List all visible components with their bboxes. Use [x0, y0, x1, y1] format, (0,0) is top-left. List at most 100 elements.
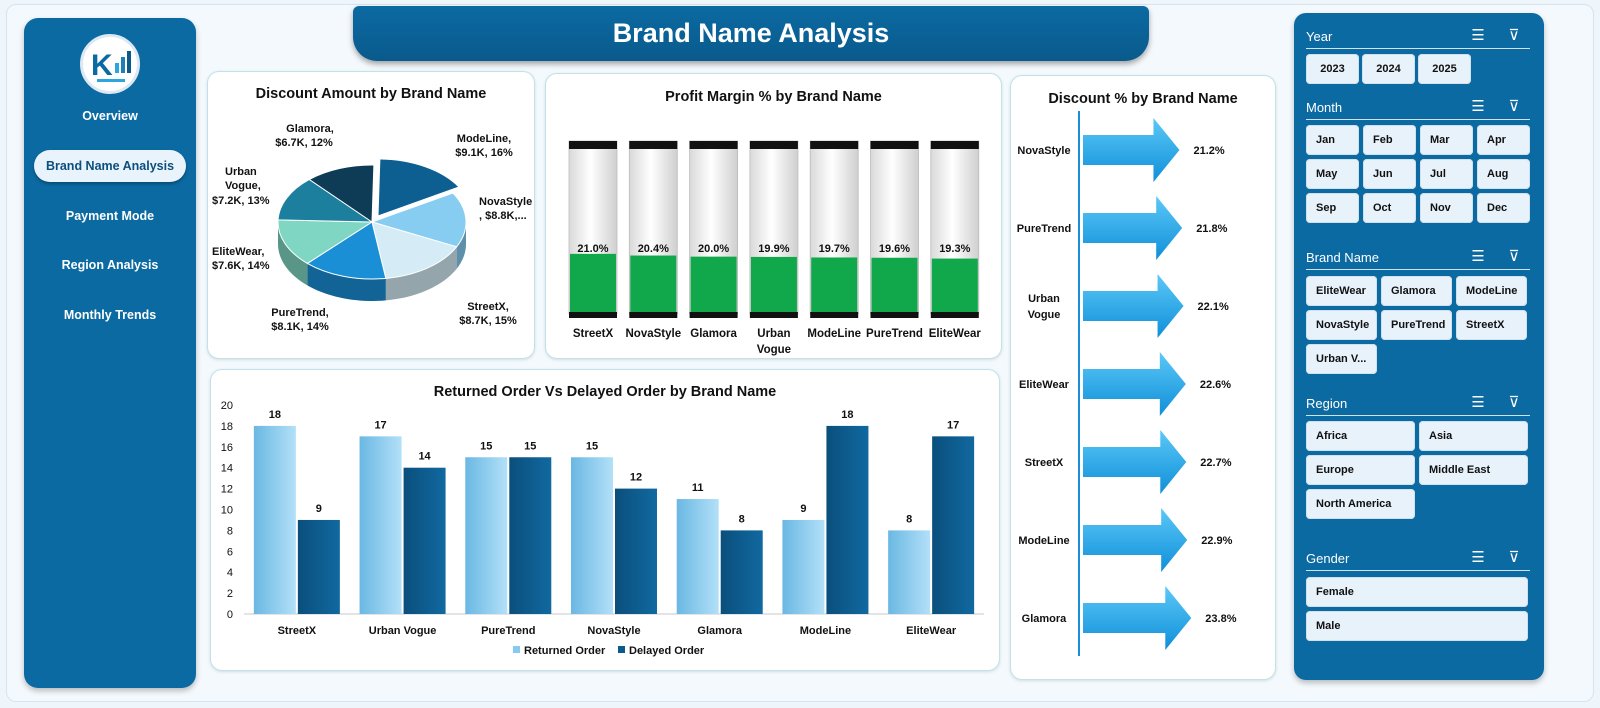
- pie-label-urbanvogue-2: Vogue,: [225, 180, 261, 192]
- rd-data-label: 15: [524, 440, 536, 452]
- slicer-brand-option[interactable]: NovaStyle: [1306, 310, 1377, 340]
- dp-data-label: 22.6%: [1200, 379, 1231, 391]
- slicer-month-may[interactable]: May: [1306, 159, 1359, 189]
- sidebar-nav: K Overview Brand Name Analysis Payment M…: [24, 18, 196, 688]
- rd-y-tick: 20: [221, 400, 233, 412]
- pm-bar-base: [749, 312, 798, 318]
- slicer-brand-header: Brand Name ☰ ⊽: [1306, 248, 1530, 270]
- pie-slice-elitewear: [277, 219, 374, 264]
- slicer-brand-option[interactable]: StreetX: [1456, 310, 1527, 340]
- rd-bar-delayed: [403, 467, 446, 614]
- slicer-month-nov[interactable]: Nov: [1420, 193, 1473, 223]
- slicer-gender-title: Gender: [1306, 551, 1350, 566]
- pm-category-label: EliteWear: [929, 328, 982, 340]
- slicer-region-asia[interactable]: Asia: [1419, 421, 1528, 451]
- pie-slice-novastyle: [370, 192, 467, 248]
- rd-bar-returned: [782, 519, 825, 614]
- rd-bar-delayed: [509, 457, 552, 614]
- pie-slice-side: [456, 222, 466, 269]
- slicer-month-aug[interactable]: Aug: [1477, 159, 1530, 189]
- legend-swatch-returned: [513, 646, 520, 653]
- slicer-region-europe[interactable]: Europe: [1306, 455, 1415, 485]
- slicer-region-middle-east[interactable]: Middle East: [1419, 455, 1528, 485]
- pm-bar-cap: [810, 141, 859, 149]
- rd-data-label: 14: [418, 451, 431, 463]
- slicer-month-apr[interactable]: Apr: [1477, 125, 1530, 155]
- slicer-brand-option[interactable]: Urban V...: [1306, 344, 1377, 374]
- pie-slice-urban-vogue: [277, 178, 374, 223]
- slicer-year-2023[interactable]: 2023: [1306, 54, 1359, 84]
- slicer-gender-female[interactable]: Female: [1306, 577, 1528, 607]
- clear-filter-icon[interactable]: ⊽: [1508, 98, 1520, 115]
- multi-select-icon[interactable]: ☰: [1471, 394, 1485, 411]
- slicer-month-header: Month ☰ ⊽: [1306, 98, 1530, 120]
- slicer-month-feb[interactable]: Feb: [1363, 125, 1416, 155]
- pm-data-label: 19.9%: [758, 243, 789, 255]
- multi-select-icon[interactable]: ☰: [1471, 98, 1485, 115]
- dp-data-label: 21.2%: [1193, 145, 1224, 157]
- slicer-month-dec[interactable]: Dec: [1477, 193, 1530, 223]
- multi-select-icon[interactable]: ☰: [1471, 27, 1485, 44]
- nav-region-analysis[interactable]: Region Analysis: [34, 249, 186, 281]
- slicer-brand-option[interactable]: ModeLine: [1456, 276, 1527, 306]
- pm-bar-base: [930, 312, 979, 318]
- slicer-month-oct[interactable]: Oct: [1363, 193, 1416, 223]
- pie-slice-side: [385, 246, 457, 301]
- pie-label-novastyle-value: , $8.8K,...: [479, 210, 527, 222]
- svg-text:K: K: [91, 49, 113, 82]
- slicer-month-mar[interactable]: Mar: [1420, 125, 1473, 155]
- rd-data-label: 17: [947, 419, 959, 431]
- page-title: Brand Name Analysis: [353, 6, 1149, 61]
- slicer-year-2025[interactable]: 2025: [1418, 54, 1471, 84]
- rd-bar-delayed: [932, 436, 975, 614]
- pie-slice-modeline: [377, 158, 460, 217]
- multi-select-icon[interactable]: ☰: [1471, 549, 1485, 566]
- pm-data-label: 20.4%: [638, 243, 669, 255]
- rd-y-tick: 0: [227, 609, 233, 621]
- pie-label-glamora-value: $6.7K, 12%: [275, 137, 333, 149]
- slicer-brand-option[interactable]: EliteWear: [1306, 276, 1377, 306]
- pm-bar-fill: [750, 256, 797, 312]
- clear-filter-icon[interactable]: ⊽: [1508, 248, 1520, 265]
- rd-data-label: 12: [630, 472, 642, 484]
- slicer-brand-option[interactable]: Glamora: [1381, 276, 1452, 306]
- pm-bar-base: [810, 312, 859, 318]
- slicer-month-jun[interactable]: Jun: [1363, 159, 1416, 189]
- slicer-year-header: Year ☰ ⊽: [1306, 27, 1530, 49]
- chart-title: Profit Margin % by Brand Name: [665, 89, 882, 105]
- nav-payment-mode[interactable]: Payment Mode: [34, 200, 186, 232]
- rd-y-tick: 6: [227, 546, 233, 558]
- nav-label: Brand Name Analysis: [45, 159, 175, 173]
- slicer-gender-male[interactable]: Male: [1306, 611, 1528, 641]
- multi-select-icon[interactable]: ☰: [1471, 248, 1485, 265]
- nav-monthly-trends[interactable]: Monthly Trends: [34, 299, 186, 331]
- slicer-region-africa[interactable]: Africa: [1306, 421, 1415, 451]
- clear-filter-icon[interactable]: ⊽: [1508, 549, 1520, 566]
- slicer-region-north-america[interactable]: North America: [1306, 489, 1415, 519]
- dp-data-label: 22.1%: [1198, 301, 1229, 313]
- rd-data-label: 15: [586, 440, 598, 452]
- rd-category-label: EliteWear: [906, 625, 957, 637]
- slicer-region-header: Region ☰ ⊽: [1306, 394, 1530, 416]
- slicer-year-2024[interactable]: 2024: [1362, 54, 1415, 84]
- rd-data-label: 9: [316, 503, 322, 515]
- nav-overview[interactable]: Overview: [34, 100, 186, 132]
- pie-slice-glamora: [308, 164, 375, 223]
- pie-slice-side: [307, 263, 386, 301]
- discount-amount-pie: Glamora, $6.7K, 12% ModeLine, $9.1K, 16%…: [212, 123, 532, 333]
- slicer-month-sep[interactable]: Sep: [1306, 193, 1359, 223]
- slicer-year-title: Year: [1306, 29, 1333, 44]
- slicer-brand-option[interactable]: PureTrend: [1381, 310, 1452, 340]
- slicer-month-jan[interactable]: Jan: [1306, 125, 1359, 155]
- chart-title: Returned Order Vs Delayed Order by Brand…: [433, 384, 777, 400]
- nav-brand-name-analysis[interactable]: Brand Name Analysis: [34, 150, 186, 182]
- nav-label: Overview: [82, 109, 138, 123]
- dp-category-label: Glamora: [1022, 613, 1068, 625]
- clear-filter-icon[interactable]: ⊽: [1508, 27, 1520, 44]
- discount-amount-card: Discount Amount by Brand Name Glamora, $…: [207, 71, 535, 359]
- dp-arrow: [1083, 118, 1180, 182]
- pm-bar-fill: [570, 253, 616, 312]
- clear-filter-icon[interactable]: ⊽: [1508, 394, 1520, 411]
- slicer-month-jul[interactable]: Jul: [1420, 159, 1473, 189]
- pie-label-glamora: Glamora,: [286, 123, 334, 135]
